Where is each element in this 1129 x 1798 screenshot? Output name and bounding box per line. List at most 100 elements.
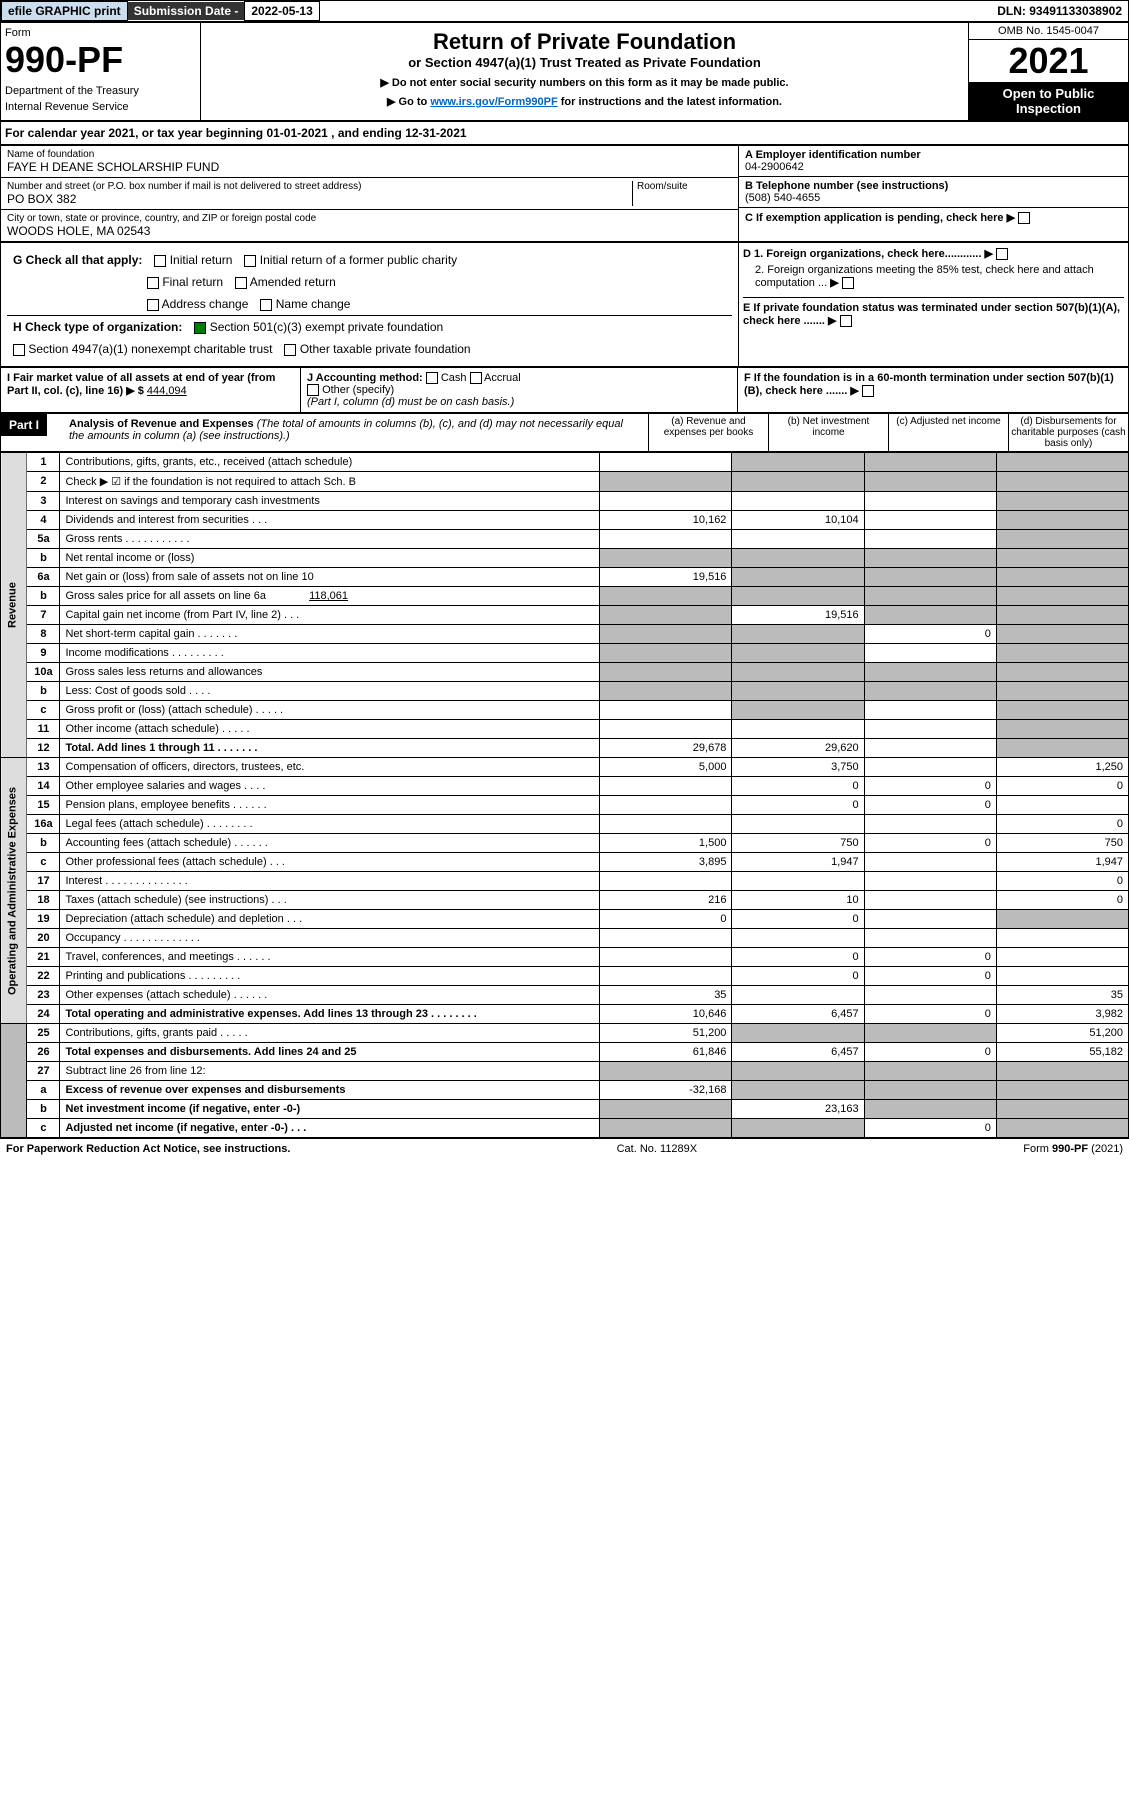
line-desc: Total. Add lines 1 through 11 . . . . . … <box>60 739 600 758</box>
g6-checkbox[interactable] <box>260 299 272 311</box>
ein-label: A Employer identification number <box>745 149 1122 161</box>
line-desc: Travel, conferences, and meetings . . . … <box>60 948 600 967</box>
amount: 1,250 <box>996 758 1128 777</box>
table-row: 19Depreciation (attach schedule) and dep… <box>1 910 1129 929</box>
line-desc: Interest on savings and temporary cash i… <box>60 492 600 511</box>
g1-checkbox[interactable] <box>154 255 166 267</box>
line-num: 25 <box>27 1024 60 1043</box>
line-desc: Net rental income or (loss) <box>60 549 600 568</box>
amount: 0 <box>864 1119 996 1138</box>
line-desc: Interest . . . . . . . . . . . . . . <box>60 872 600 891</box>
amount: 0 <box>864 625 996 644</box>
open-public: Open to Public Inspection <box>969 82 1128 120</box>
top-bar: efile GRAPHIC print Submission Date - 20… <box>0 0 1129 22</box>
line-num: b <box>27 587 60 606</box>
amount: 29,620 <box>732 739 864 758</box>
line-desc: Depreciation (attach schedule) and deple… <box>60 910 600 929</box>
amount: 19,516 <box>732 606 864 625</box>
j2-checkbox[interactable] <box>470 372 482 384</box>
h-label: H Check type of organization: <box>13 320 182 334</box>
table-row: 21Travel, conferences, and meetings . . … <box>1 948 1129 967</box>
g3-checkbox[interactable] <box>147 299 159 311</box>
line-num: 26 <box>27 1043 60 1062</box>
table-row: 14Other employee salaries and wages . . … <box>1 777 1129 796</box>
table-row: 18Taxes (attach schedule) (see instructi… <box>1 891 1129 910</box>
footer-left: For Paperwork Reduction Act Notice, see … <box>6 1143 290 1155</box>
line-num: 21 <box>27 948 60 967</box>
line-num: c <box>27 853 60 872</box>
line-desc: Taxes (attach schedule) (see instruction… <box>60 891 600 910</box>
i-value: 444,094 <box>147 385 187 397</box>
table-row: bGross sales price for all assets on lin… <box>1 587 1129 606</box>
line-num: 5a <box>27 530 60 549</box>
main-table: Revenue 1Contributions, gifts, grants, e… <box>0 452 1129 1138</box>
table-row: bLess: Cost of goods sold . . . . <box>1 682 1129 701</box>
table-row: cOther professional fees (attach schedul… <box>1 853 1129 872</box>
amount: 1,947 <box>732 853 864 872</box>
line-desc: Capital gain net income (from Part IV, l… <box>60 606 600 625</box>
table-row: 20Occupancy . . . . . . . . . . . . . <box>1 929 1129 948</box>
line-num: 20 <box>27 929 60 948</box>
j1-checkbox[interactable] <box>426 372 438 384</box>
page-footer: For Paperwork Reduction Act Notice, see … <box>0 1138 1129 1159</box>
instr2-pre: ▶ Go to <box>387 96 430 108</box>
d2-checkbox[interactable] <box>842 277 854 289</box>
j3-checkbox[interactable] <box>307 384 319 396</box>
line-num: 2 <box>27 472 60 492</box>
line-desc: Dividends and interest from securities .… <box>60 511 600 530</box>
cal-begin: 01-01-2021 <box>266 126 327 140</box>
f-checkbox[interactable] <box>862 385 874 397</box>
bottom-info: I Fair market value of all assets at end… <box>0 367 1129 413</box>
table-row: 24Total operating and administrative exp… <box>1 1005 1129 1024</box>
amount: 3,895 <box>600 853 732 872</box>
h2-checkbox[interactable] <box>13 344 25 356</box>
line-num: b <box>27 549 60 568</box>
table-row: 10aGross sales less returns and allowanc… <box>1 663 1129 682</box>
g2-label: Final return <box>162 275 223 289</box>
instr-link[interactable]: www.irs.gov/Form990PF <box>430 96 557 108</box>
line-desc: Other expenses (attach schedule) . . . .… <box>60 986 600 1005</box>
efile-button[interactable]: efile GRAPHIC print <box>1 1 128 21</box>
amount: 35 <box>600 986 732 1005</box>
instr2-post: for instructions and the latest informat… <box>558 96 782 108</box>
amount: 0 <box>732 796 864 815</box>
g2-checkbox[interactable] <box>147 277 159 289</box>
line-desc: Check ▶ ☑ if the foundation is not requi… <box>65 476 355 488</box>
line-num: 12 <box>27 739 60 758</box>
expenses-side-label: Operating and Administrative Expenses <box>1 758 27 1024</box>
revenue-side-label: Revenue <box>1 453 27 758</box>
amount: 0 <box>996 891 1128 910</box>
g4-checkbox[interactable] <box>244 255 256 267</box>
amount: 6,457 <box>732 1043 864 1062</box>
line-desc: Contributions, gifts, grants, etc., rece… <box>60 453 600 472</box>
line-desc: Pension plans, employee benefits . . . .… <box>60 796 600 815</box>
line-desc: Gross rents . . . . . . . . . . . <box>60 530 600 549</box>
cal-pre: For calendar year 2021, or tax year begi… <box>5 126 266 140</box>
line-num: 6a <box>27 568 60 587</box>
line-num: a <box>27 1081 60 1100</box>
line-num: 17 <box>27 872 60 891</box>
h1-checkbox[interactable] <box>194 322 206 334</box>
d1-checkbox[interactable] <box>996 248 1008 260</box>
city: WOODS HOLE, MA 02543 <box>7 224 732 238</box>
amount: 3,750 <box>732 758 864 777</box>
amount: 0 <box>864 1005 996 1024</box>
j-label: J Accounting method: <box>307 372 423 384</box>
c-label: C If exemption application is pending, c… <box>745 212 1004 224</box>
table-row: bAccounting fees (attach schedule) . . .… <box>1 834 1129 853</box>
e-checkbox[interactable] <box>840 315 852 327</box>
line-num: 7 <box>27 606 60 625</box>
c-checkbox[interactable] <box>1018 212 1030 224</box>
line-num: 19 <box>27 910 60 929</box>
submission-date: 2022-05-13 <box>244 1 319 21</box>
amount: 0 <box>996 815 1128 834</box>
line-desc: Other professional fees (attach schedule… <box>60 853 600 872</box>
table-row: aExcess of revenue over expenses and dis… <box>1 1081 1129 1100</box>
amount: 1,947 <box>996 853 1128 872</box>
phone-label: B Telephone number (see instructions) <box>745 180 1122 192</box>
table-row: 9Income modifications . . . . . . . . . <box>1 644 1129 663</box>
table-row: Operating and Administrative Expenses 13… <box>1 758 1129 777</box>
g5-checkbox[interactable] <box>235 277 247 289</box>
h3-checkbox[interactable] <box>284 344 296 356</box>
amount: 750 <box>996 834 1128 853</box>
